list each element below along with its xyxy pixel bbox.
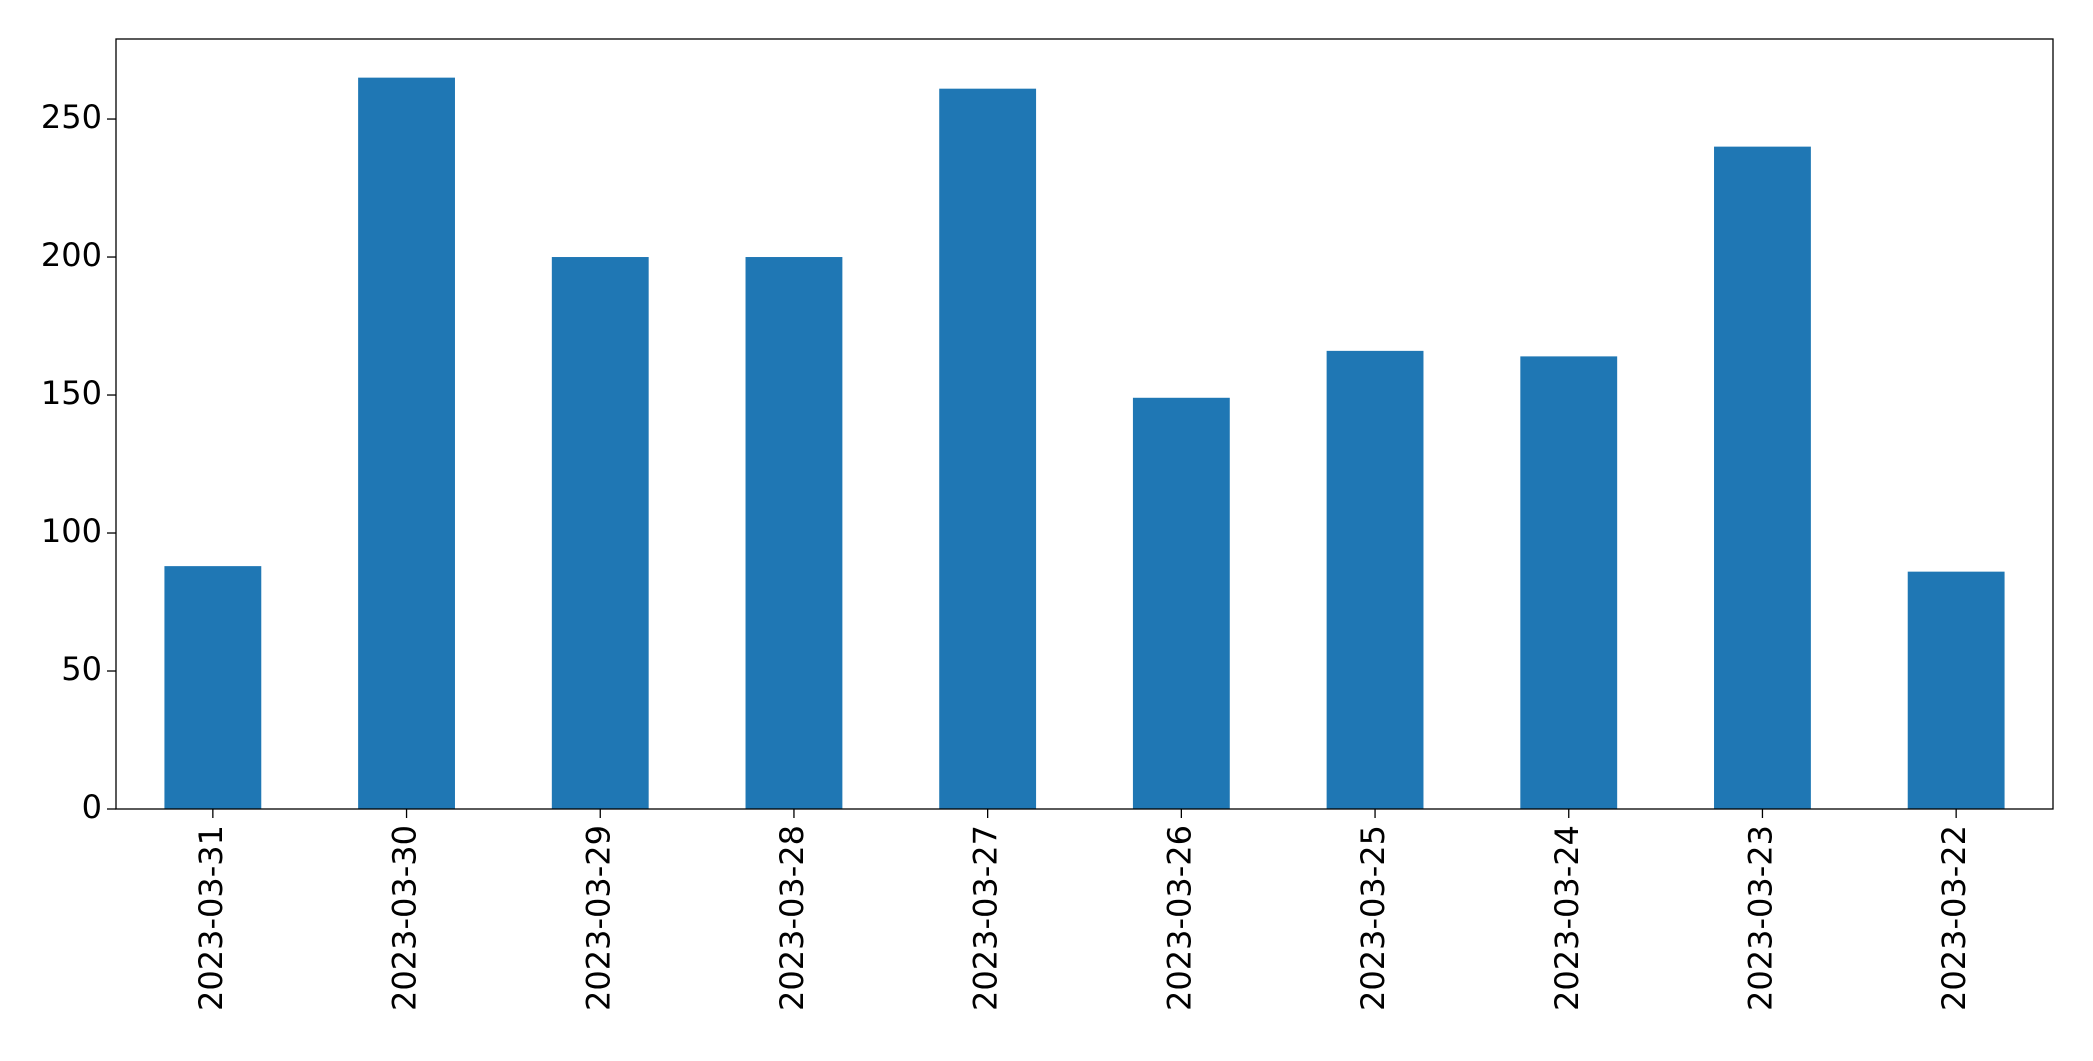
y-tick-label: 200 — [41, 236, 102, 274]
bar — [1132, 397, 1230, 809]
y-tick-label: 100 — [41, 512, 102, 550]
bar — [1907, 571, 2005, 809]
bar — [1520, 356, 1618, 809]
bar — [164, 566, 262, 809]
x-tick-label: 2023-03-26 — [1160, 825, 1198, 1011]
y-tick-label: 250 — [41, 98, 102, 136]
x-tick-label: 2023-03-28 — [773, 825, 811, 1011]
x-tick-label: 2023-03-24 — [1548, 825, 1586, 1011]
y-tick-label: 150 — [41, 374, 102, 412]
bar — [1326, 350, 1424, 809]
x-tick-label: 2023-03-22 — [1935, 825, 1973, 1011]
x-tick-label: 2023-03-25 — [1354, 825, 1392, 1011]
bar — [939, 88, 1037, 809]
x-tick-label: 2023-03-29 — [579, 825, 617, 1011]
y-tick-label: 0 — [82, 788, 102, 826]
x-tick-label: 2023-03-31 — [192, 825, 230, 1011]
bar — [358, 77, 455, 809]
y-tick-label: 50 — [61, 650, 102, 688]
x-tick-label: 2023-03-27 — [967, 825, 1005, 1011]
bar — [1714, 146, 1811, 810]
x-tick-label: 2023-03-23 — [1741, 825, 1779, 1011]
bar — [551, 257, 649, 809]
bar — [745, 257, 843, 809]
plot-frame — [115, 38, 2054, 810]
x-tick-label: 2023-03-30 — [386, 825, 424, 1011]
